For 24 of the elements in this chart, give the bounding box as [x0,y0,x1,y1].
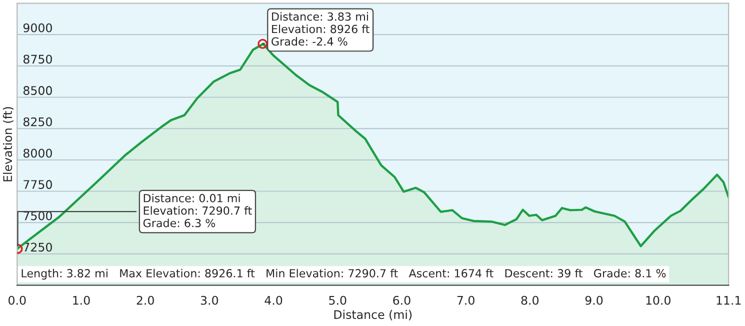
x-tick-label: 1.0 [73,296,90,305]
x-tick-label: 6.0 [393,296,410,305]
x-tick-label: 9.0 [585,296,603,305]
x-tick-label: 2.0 [136,296,154,305]
x-tick-label: 0.0 [8,296,26,305]
x-axis-title: Distance (mi) [334,310,412,320]
annotation: Length: 3.82 mi Max Elevation: 8926.1 ft Min Elevation: 7290.7 ft Ascent: 1674 ft Descent: 39 ft Grade: 8.1 % [22,268,666,280]
y-tick-label: 9000 [23,23,52,32]
x-tick-label: 7.0 [457,296,474,305]
annotation: Distance: 0.01 mi Elevation: 7290.7 ft Grade: 6.3 % [143,194,252,228]
x-tick-label: 11.1 [716,296,741,305]
x-tick-label: 5.0 [329,296,346,305]
y-tick-label: 7750 [24,180,52,189]
y-tick-label: 8000 [23,148,52,158]
y-tick-label: 7250 [24,242,52,252]
x-tick-label: 10.0 [646,296,670,305]
y-tick-label: 8500 [23,86,52,95]
y-tick-label: 8750 [23,54,52,64]
x-tick-label: 8.0 [521,296,539,305]
annotation: Distance: 3.83 mi Elevation: 8926 ft Grade: -2.4 % [272,12,370,46]
y-axis-title: Elevation (ft) [2,107,14,182]
x-tick-label: 4.0 [264,296,282,305]
x-tick-label: 3.0 [200,296,218,305]
y-tick-label: 8250 [23,117,52,126]
